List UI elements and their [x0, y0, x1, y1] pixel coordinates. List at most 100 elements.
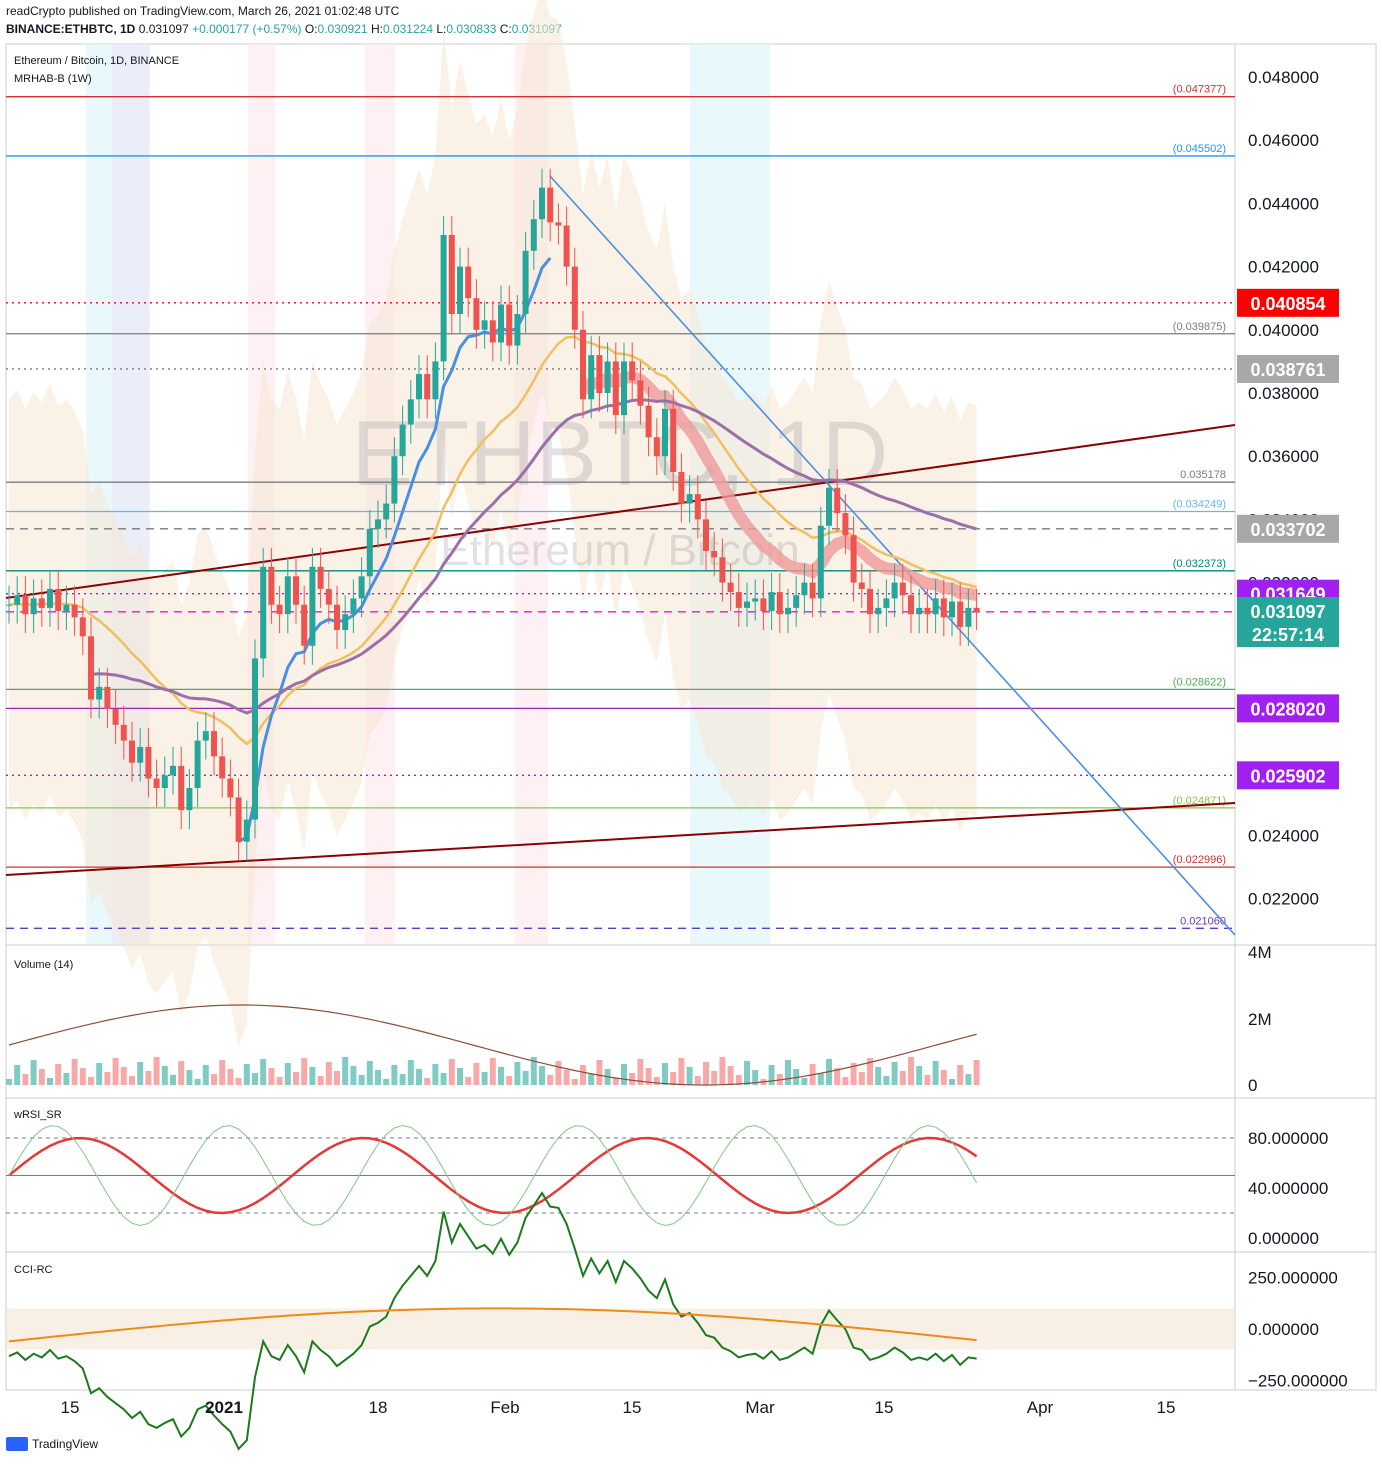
- candle-body: [580, 329, 586, 400]
- candle-body: [55, 588, 62, 612]
- cci-tick-label: −250.000000: [1248, 1372, 1348, 1391]
- candle-body: [588, 355, 595, 400]
- volume-bar: [522, 1071, 529, 1085]
- volume-bar: [621, 1064, 627, 1085]
- volume-bar: [768, 1065, 775, 1085]
- price-tick-label: 0.048000: [1248, 68, 1319, 87]
- price-tag: [1237, 694, 1339, 723]
- volume-bar: [120, 1067, 127, 1085]
- volume-bar: [571, 1079, 578, 1085]
- price-tag-label: 0.040854: [1250, 294, 1325, 314]
- level-label: (0.039875): [1173, 321, 1226, 333]
- volume-bar: [850, 1063, 857, 1085]
- volume-bar: [88, 1077, 94, 1085]
- volume-bar: [186, 1070, 193, 1085]
- date-tick-label: 18: [369, 1398, 388, 1417]
- candle-body: [416, 374, 422, 400]
- candle-body: [301, 604, 308, 646]
- volume-bar: [424, 1078, 431, 1085]
- candle-body: [727, 582, 734, 593]
- candle-body: [801, 582, 808, 596]
- candle-body: [47, 588, 53, 608]
- candle-body: [399, 424, 406, 457]
- volume-bar: [342, 1057, 349, 1085]
- price-tag: [1237, 514, 1339, 543]
- candle-body: [350, 598, 357, 615]
- volume-bar: [727, 1066, 734, 1085]
- cci-band: [6, 1308, 1235, 1350]
- price-tag: [1237, 761, 1339, 790]
- volume-bar: [858, 1072, 865, 1085]
- volume-bar: [629, 1073, 636, 1085]
- level-label: (0.028622): [1173, 676, 1226, 688]
- candle-body: [547, 187, 554, 223]
- price-tag-label: 0.038761: [1250, 360, 1325, 380]
- candle-body: [908, 595, 914, 615]
- candle-body: [760, 598, 767, 612]
- volume-ma-line: [8, 1004, 977, 1086]
- volume-bar: [432, 1064, 439, 1085]
- candle-body: [465, 266, 472, 299]
- candle-body: [867, 588, 873, 615]
- low-value: 0.030833: [446, 22, 497, 36]
- candle-body: [432, 361, 439, 400]
- candle-body: [899, 582, 906, 596]
- candle-body: [621, 361, 627, 416]
- volume-bar: [670, 1072, 677, 1085]
- candle-body: [793, 595, 800, 608]
- footer-brand[interactable]: TradingView: [6, 1437, 98, 1451]
- volume-bar: [38, 1069, 45, 1085]
- volume-tick-label: 0: [1248, 1076, 1257, 1095]
- volume-bar: [940, 1070, 947, 1085]
- candle-body: [186, 788, 193, 811]
- last-price-label: 0.031097: [1250, 602, 1325, 622]
- candle-body: [38, 598, 45, 608]
- volume-bar: [539, 1066, 545, 1085]
- rsi-fast-line: [8, 1124, 978, 1227]
- level-label: (0.047377): [1173, 84, 1226, 96]
- candle-body: [768, 592, 775, 612]
- volume-bar: [252, 1073, 258, 1085]
- volume-bar: [153, 1057, 160, 1085]
- candle-body: [481, 320, 488, 330]
- volume-bar: [612, 1078, 619, 1085]
- candle-body: [120, 724, 127, 741]
- cci-tick-label: 250.000000: [1248, 1269, 1338, 1288]
- volume-bar: [145, 1071, 152, 1085]
- candle-body: [957, 601, 964, 627]
- volume-bar: [686, 1067, 693, 1085]
- volume-bar: [703, 1062, 709, 1085]
- volume-bar: [350, 1066, 357, 1085]
- candle-body: [309, 566, 316, 646]
- publisher-line: readCrypto published on TradingView.com,…: [6, 4, 400, 18]
- symbol-label[interactable]: BINANCE:ETHBTC, 1D: [6, 22, 136, 36]
- candle-body: [670, 408, 677, 472]
- volume-bar: [834, 1068, 841, 1085]
- date-tick-label: 15: [61, 1398, 80, 1417]
- watermark-name: Ethereum / Bitcoin: [440, 526, 800, 575]
- volume-bar: [875, 1067, 882, 1085]
- volume-bar: [555, 1061, 562, 1085]
- candle-body: [170, 765, 176, 776]
- candle-body: [875, 607, 882, 615]
- candle-body: [79, 617, 86, 637]
- volume-bar: [916, 1066, 923, 1085]
- candle-body: [735, 592, 742, 608]
- date-tick-label: Apr: [1027, 1398, 1054, 1417]
- candle-body: [202, 731, 209, 741]
- price-tick-label: 0.024000: [1248, 826, 1319, 845]
- candle-body: [391, 456, 398, 504]
- candle-body: [596, 355, 603, 393]
- level-label: 0.035178: [1180, 469, 1226, 481]
- candle-body: [842, 513, 849, 536]
- candle-body: [260, 566, 267, 659]
- candle-body: [473, 298, 480, 330]
- price-tag-label: 0.028020: [1250, 699, 1325, 719]
- resistance-trendline: [5, 424, 1236, 599]
- volume-bar: [711, 1071, 718, 1085]
- volume-bar: [489, 1058, 496, 1085]
- candle-body: [358, 576, 365, 599]
- price-tick-label: 0.038000: [1248, 384, 1319, 403]
- volume-bar: [596, 1060, 603, 1085]
